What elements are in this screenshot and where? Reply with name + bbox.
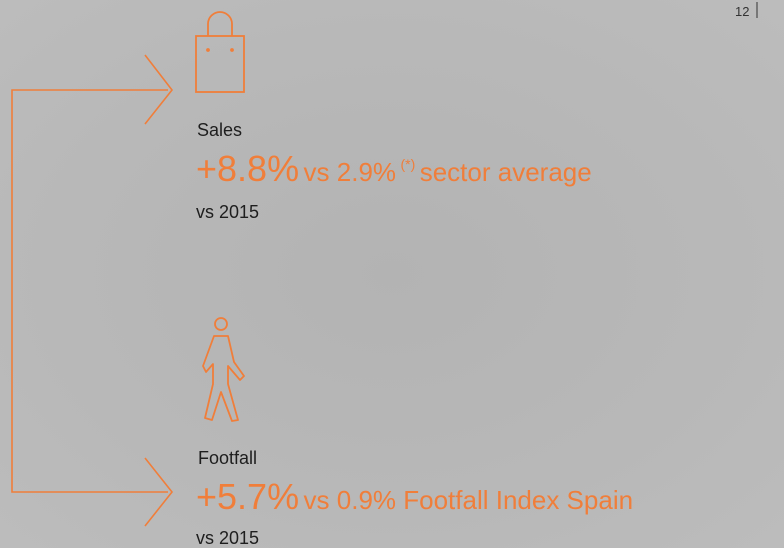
connector-arrow (11, 54, 174, 527)
comparison: vs 0.9% Footfall Index Spain (303, 485, 634, 515)
footnote-mark: (*) (400, 156, 416, 172)
metric-value: +8.8% (196, 148, 300, 189)
shopping-bag-icon (195, 11, 245, 93)
comparison: sector average (419, 157, 592, 187)
metric-line: +5.7% vs 0.9% Footfall Index Spain (196, 476, 633, 518)
metric-line: +8.8% vs 2.9% (*) sector average (196, 148, 592, 190)
comparison: vs 2.9% (303, 157, 397, 187)
metric-value: +5.7% (196, 476, 300, 517)
metric-label: Footfall (198, 448, 258, 468)
baseline: vs 2015 (196, 202, 260, 222)
page-number: 12 (735, 4, 750, 19)
walking-person-icon (202, 317, 245, 422)
baseline: vs 2015 (196, 528, 260, 548)
metric-label: Sales (197, 120, 243, 140)
